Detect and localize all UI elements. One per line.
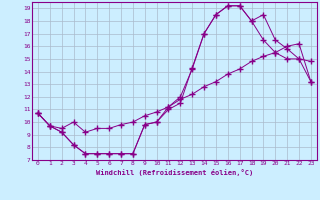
X-axis label: Windchill (Refroidissement éolien,°C): Windchill (Refroidissement éolien,°C) — [96, 169, 253, 176]
